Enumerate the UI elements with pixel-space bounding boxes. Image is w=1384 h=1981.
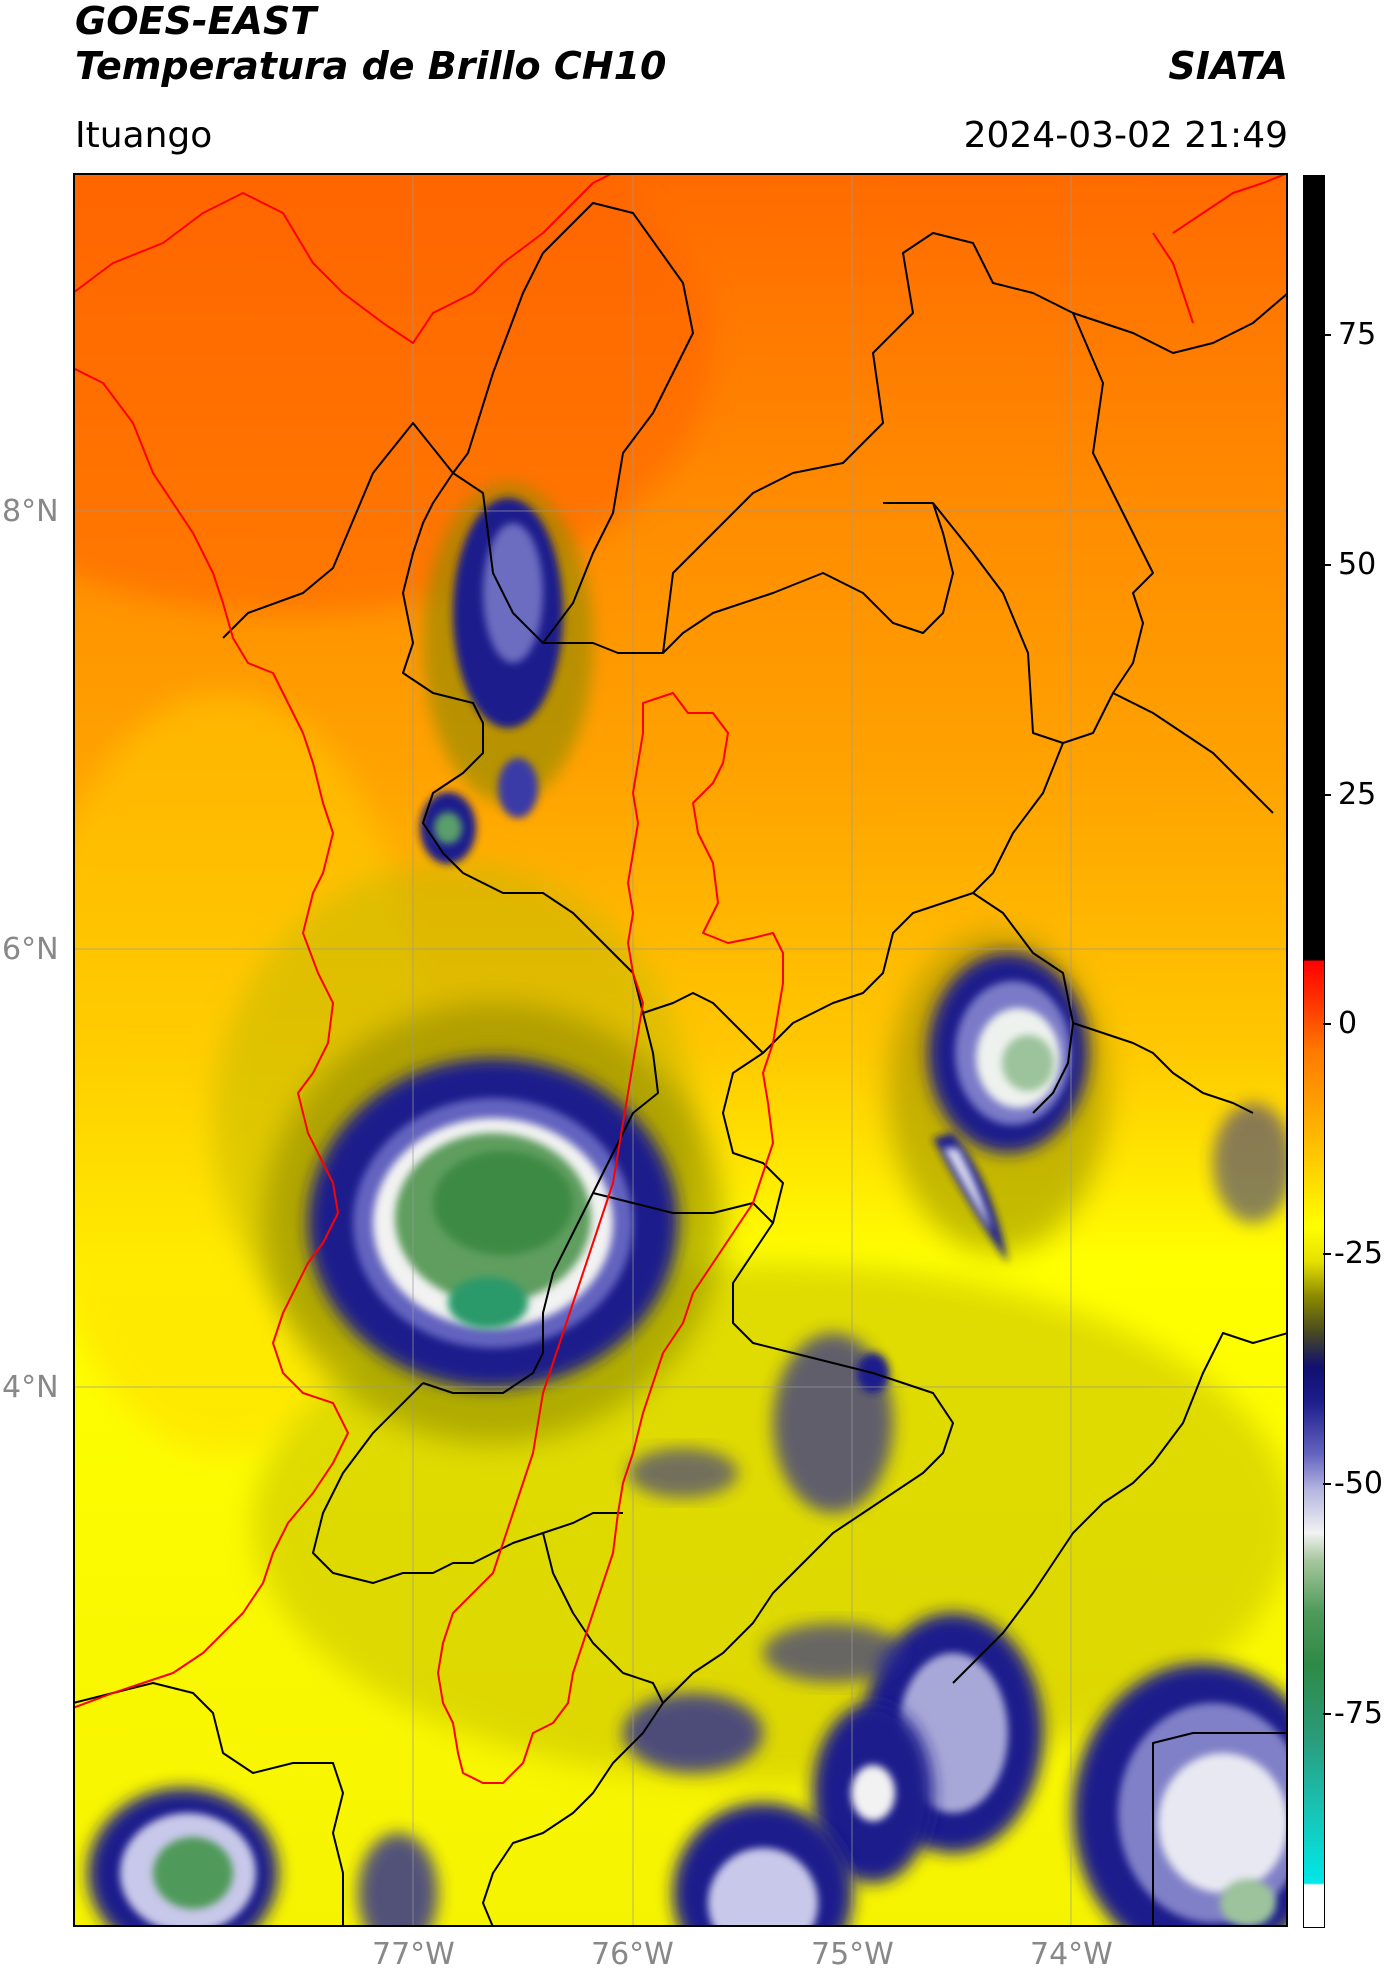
- colorbar-tick-50: 50: [1338, 547, 1377, 582]
- colorbar-tick-0: 0: [1338, 1006, 1358, 1041]
- agency-label: SIATA: [1168, 44, 1288, 88]
- lat-tick-4n: 4°N: [2, 1370, 59, 1405]
- colorbar-tick-neg50: -50: [1334, 1466, 1383, 1501]
- colorbar-tick-neg25: -25: [1334, 1236, 1383, 1271]
- colorbar-tick-25: 25: [1338, 777, 1377, 812]
- brightness-temperature-map: [0, 93, 1333, 1981]
- coastline: [72, 172, 1289, 1709]
- colorbar-tick-neg75: -75: [1334, 1696, 1383, 1731]
- product-title: Temperatura de Brillo CH10: [75, 44, 667, 88]
- lon-tick-74w: 74°W: [1030, 1937, 1113, 1972]
- colorbar-ticks: [1323, 334, 1331, 1715]
- lon-tick-76w: 76°W: [591, 1937, 674, 1972]
- cloud-cell-southeast: [1073, 1103, 1333, 1963]
- cloud-cell-east: [888, 933, 1108, 1263]
- lon-tick-77w: 77°W: [372, 1937, 455, 1972]
- lat-tick-6n: 6°N: [2, 932, 59, 967]
- lon-tick-75w: 75°W: [811, 1937, 894, 1972]
- map-frame: [73, 173, 1288, 1927]
- lat-tick-8n: 8°N: [2, 494, 59, 529]
- admin-boundaries: [72, 202, 1289, 1928]
- cloud-cells: [88, 483, 1333, 1981]
- colorbar-tick-75: 75: [1338, 317, 1377, 352]
- cloud-cell-north: [420, 483, 593, 864]
- gridlines: [73, 173, 1288, 1927]
- colorbar: [1303, 175, 1325, 1928]
- warm-region: [0, 93, 713, 613]
- map-svg: [0, 93, 1333, 1981]
- region-label: Ituango: [75, 115, 213, 156]
- satellite-title: GOES-EAST: [75, 0, 317, 43]
- river-basin-outline: [437, 692, 784, 1784]
- datetime-label: 2024-03-02 21:49: [963, 115, 1288, 156]
- cloud-cell-southwest: [88, 1788, 438, 1958]
